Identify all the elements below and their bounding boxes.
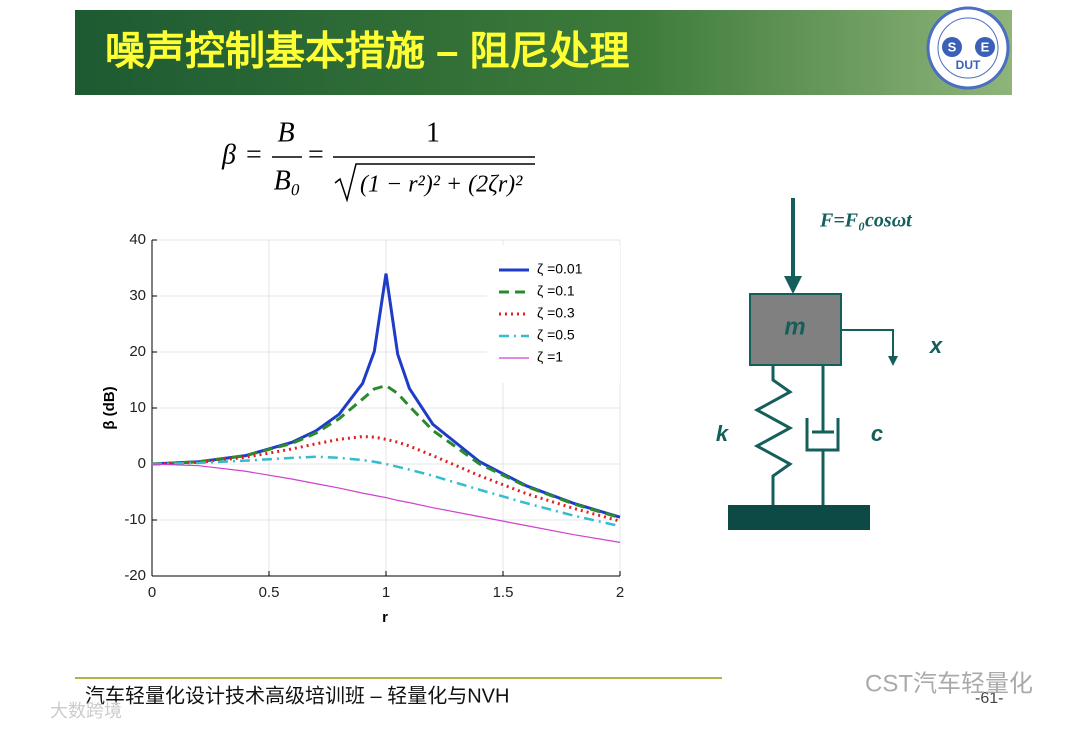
legend-box [487,245,620,383]
y-tick-label: -10 [124,511,146,528]
x-tick-label: 0 [148,584,156,601]
diagram: F=F₀cosωt m x k c [716,198,943,530]
watermark: CST汽车轻量化 [865,670,1033,697]
legend-label: ζ =0.1 [537,283,575,299]
formula-num: B [277,117,294,148]
formula-den: B₀ [274,165,301,196]
legend-label: ζ =1 [537,349,563,365]
mass-label: m [784,313,805,340]
logo-dot [975,37,995,57]
formula-eq: = [308,139,324,170]
y-tick-label: 40 [129,231,146,248]
y-tick-label: 20 [129,343,146,360]
sqrt-sign [334,163,535,203]
logo-dot [942,37,962,57]
mass-block [749,293,842,366]
arrow-head [888,356,898,366]
series-line [151,383,621,520]
legend-label: ζ =0.3 [537,305,575,321]
formula-num: 1 [426,117,440,148]
x-tick-label: 1 [382,584,390,601]
x-tick-label: 2 [616,584,624,601]
ground [728,505,870,530]
slide-title: 噪声控制基本措施 – 阻尼处理 [105,30,629,74]
logo-text: E [981,39,990,54]
series-line [151,455,621,528]
displacement-arrow [841,329,894,358]
formula-lhs: β [221,139,236,170]
footer-text: 汽车轻量化设计技术高级培训班 – 轻量化与NVH [85,684,509,707]
legend-label: ζ =0.01 [537,261,583,277]
page-number: -61- [975,690,1003,707]
formula-den: (1 − r²)² + (2ζr)² [360,172,523,198]
series-line [151,463,621,543]
damper [805,365,840,505]
x-tick-label: 0.5 [259,584,280,601]
spring [753,365,794,505]
watermark: 大数跨境 [50,701,122,721]
damper-label: c [871,421,883,446]
spring-label: k [716,421,730,446]
force-label: F=F₀cosωt [819,210,913,232]
x-tick-label: 1.5 [493,584,514,601]
title-bar [75,10,1012,95]
x-axis-label: r [382,609,388,626]
legend-label: ζ =0.5 [537,327,575,343]
formula: β = B B₀ = 1 (1 − r²)² + (2ζr)² [221,117,535,203]
y-tick-label: -20 [124,567,146,584]
arrow-head [784,276,802,294]
logo [926,6,1010,90]
logo-ring [937,17,999,79]
chart: -20 -10 0 10 20 30 40 0 0.5 1 1.5 2 r β (dB) ζ =0.01 ζ … [101,231,624,626]
y-axis-label: β (dB) [101,386,118,429]
y-tick-label: 30 [129,287,146,304]
y-tick-label: 0 [138,455,146,472]
y-tick-label: 10 [129,399,146,416]
logo-text: DUT [956,58,981,72]
displacement-label: x [929,333,943,358]
formula-eq: = [246,139,262,170]
logo-text: S [948,39,957,54]
